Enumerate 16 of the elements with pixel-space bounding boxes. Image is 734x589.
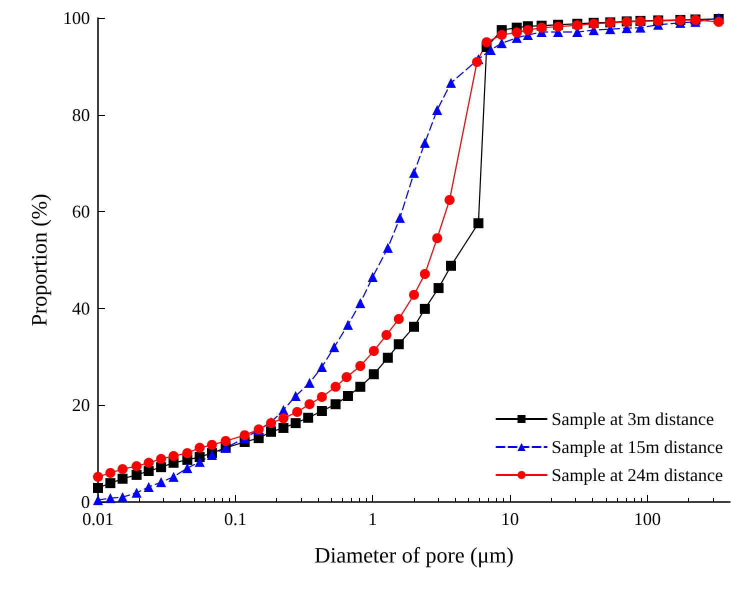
y-axis-title: Proportion (%) — [26, 194, 52, 326]
legend-label: Sample at 24m distance — [552, 465, 724, 485]
y-tick-label: 0 — [81, 492, 90, 512]
x-axis-title: Diameter of pore (μm) — [314, 542, 514, 568]
x-tick-label: 100 — [634, 509, 661, 529]
x-tick-label: 10 — [500, 509, 519, 529]
legend-label: Sample at 3m distance — [552, 409, 714, 429]
legend-label: Sample at 15m distance — [552, 437, 724, 457]
y-tick-label: 80 — [72, 104, 90, 125]
y-tick-label: 100 — [63, 8, 90, 28]
x-tick-label: 0.1 — [224, 509, 247, 529]
y-tick-label: 20 — [72, 395, 90, 416]
x-tick-label: 1 — [368, 509, 378, 529]
y-tick-label: 60 — [72, 202, 90, 222]
x-tick-label: 0.01 — [82, 509, 114, 529]
y-tick-label: 40 — [72, 298, 90, 318]
